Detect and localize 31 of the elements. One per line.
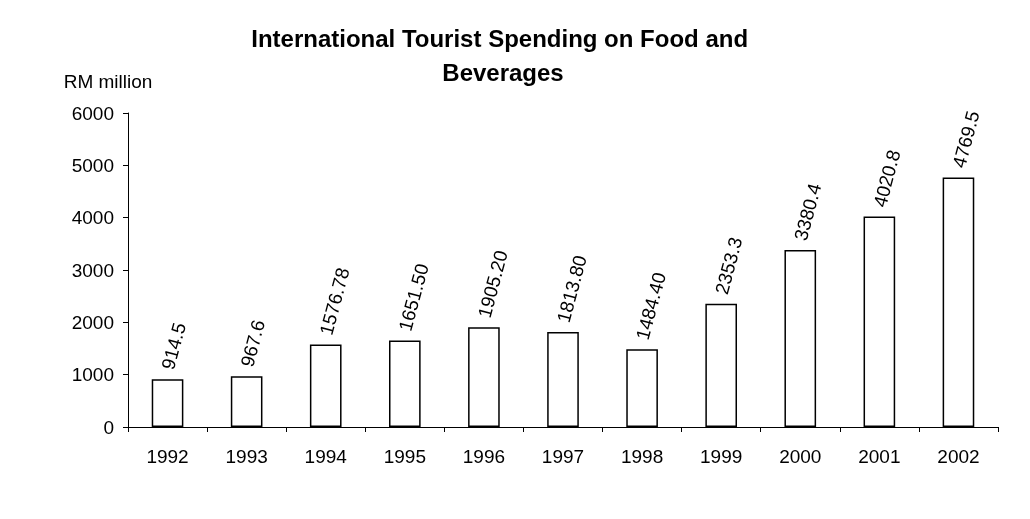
y-tick-label: 4000	[71, 207, 114, 229]
x-tick-label: 1998	[620, 446, 664, 467]
data-label: 4769.5	[948, 108, 984, 171]
chart-title: International Tourist Spending on Food and Beverages	[251, 24, 755, 86]
x-tick-label: 1993	[225, 446, 268, 467]
data-label: 2353.3	[711, 234, 747, 297]
data-label: 914.5	[157, 320, 190, 372]
data-label: 1905.20	[473, 248, 512, 321]
x-tick-label: 1992	[146, 446, 189, 467]
x-tick-label: 2001	[858, 446, 901, 467]
y-tick-label: 2000	[71, 311, 114, 333]
data-label: 1576.78	[315, 265, 354, 338]
x-tick-label: 1994	[304, 446, 348, 467]
data-label: 3380.4	[790, 180, 826, 243]
y-tick-label: 3000	[71, 259, 114, 281]
y-tick-label: 0	[103, 416, 114, 438]
x-tick-label: 1996	[462, 446, 506, 467]
data-label: 4020.8	[869, 147, 905, 210]
x-tick-label: 1997	[541, 446, 585, 467]
y-tick-label: 6000	[71, 102, 114, 124]
data-label: 1651.50	[394, 261, 433, 334]
data-label: 967.6	[236, 317, 270, 370]
data-label: 1484.40	[631, 270, 671, 343]
x-tick-label: 1995	[383, 446, 426, 467]
x-tick-label: 1999	[700, 446, 743, 467]
y-tick-label: 5000	[71, 154, 114, 176]
y-tick-label: 1000	[71, 364, 114, 386]
y-axis-title: RM million	[63, 71, 153, 92]
x-tick-label: 2002	[937, 446, 980, 467]
data-label: 1813.80	[552, 253, 591, 325]
x-tick-label: 2000	[779, 446, 822, 467]
